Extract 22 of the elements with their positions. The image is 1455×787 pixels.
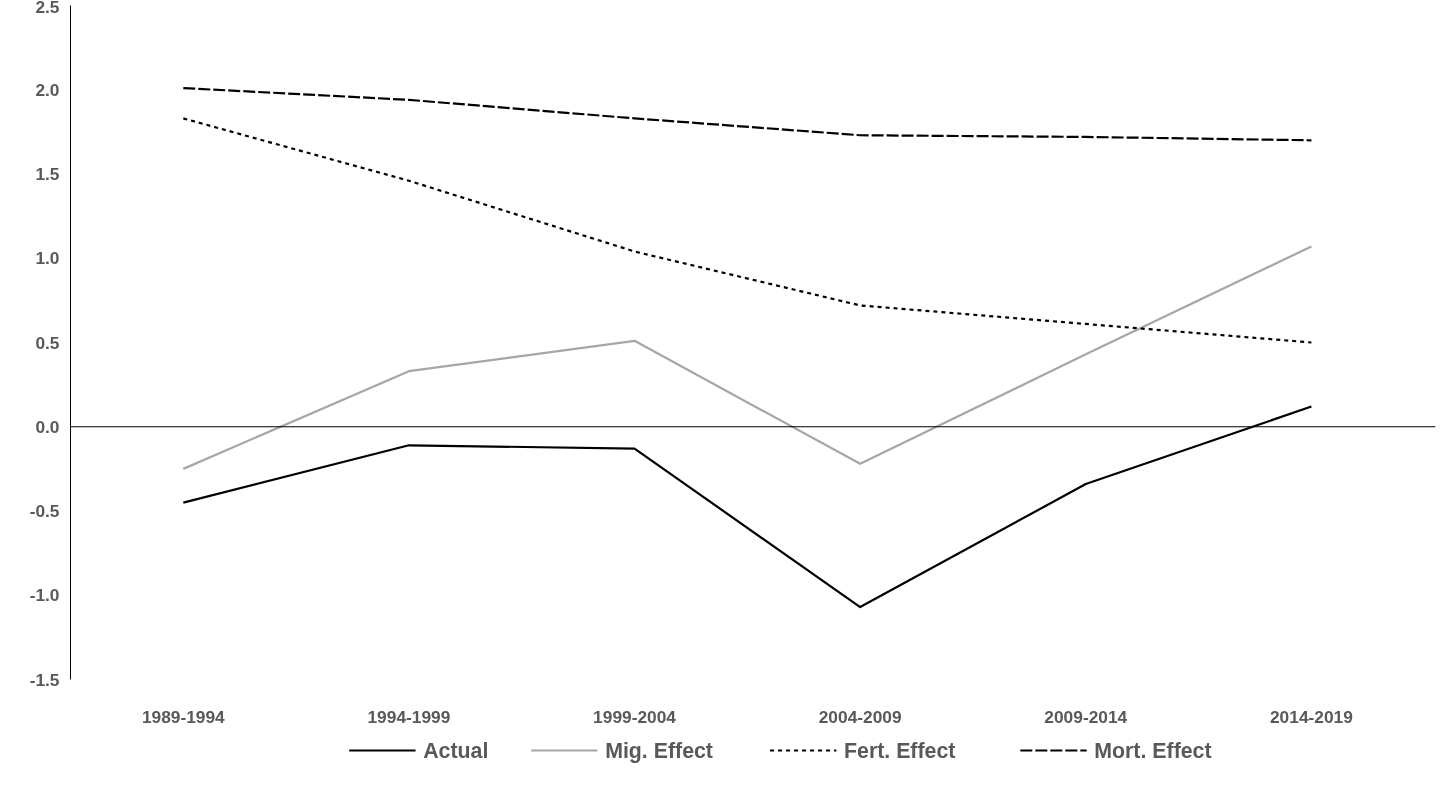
y-tick-label: 2.5 — [35, 0, 60, 17]
x-tick-label: 2014-2019 — [1269, 706, 1353, 727]
line-series — [182, 86, 1313, 142]
line-series — [182, 245, 1313, 470]
line-series — [182, 117, 1313, 344]
x-tick-label: 1999-2004 — [593, 706, 677, 727]
x-tick-label: 1994-1999 — [367, 706, 451, 727]
legend-label: Fert. Effect — [844, 738, 956, 763]
y-tick-label: 2.0 — [35, 79, 60, 100]
y-tick-label: 1.0 — [35, 248, 60, 269]
y-tick-label: 0.5 — [35, 332, 60, 353]
y-tick-label: 0.0 — [35, 416, 60, 437]
x-tick-label: 2009-2014 — [1044, 706, 1128, 727]
y-tick-label: -0.5 — [29, 501, 60, 521]
legend-label: Mort. Effect — [1094, 738, 1212, 763]
x-tick-label: 1989-1994 — [141, 706, 226, 727]
legend-label: Actual — [423, 738, 489, 763]
y-tick-label: 1.5 — [35, 164, 60, 184]
y-tick-label: -1.5 — [29, 669, 60, 690]
legend-label: Mig. Effect — [605, 738, 713, 763]
y-tick-label: -1.0 — [29, 585, 60, 606]
x-tick-label: 2004-2009 — [818, 706, 902, 727]
